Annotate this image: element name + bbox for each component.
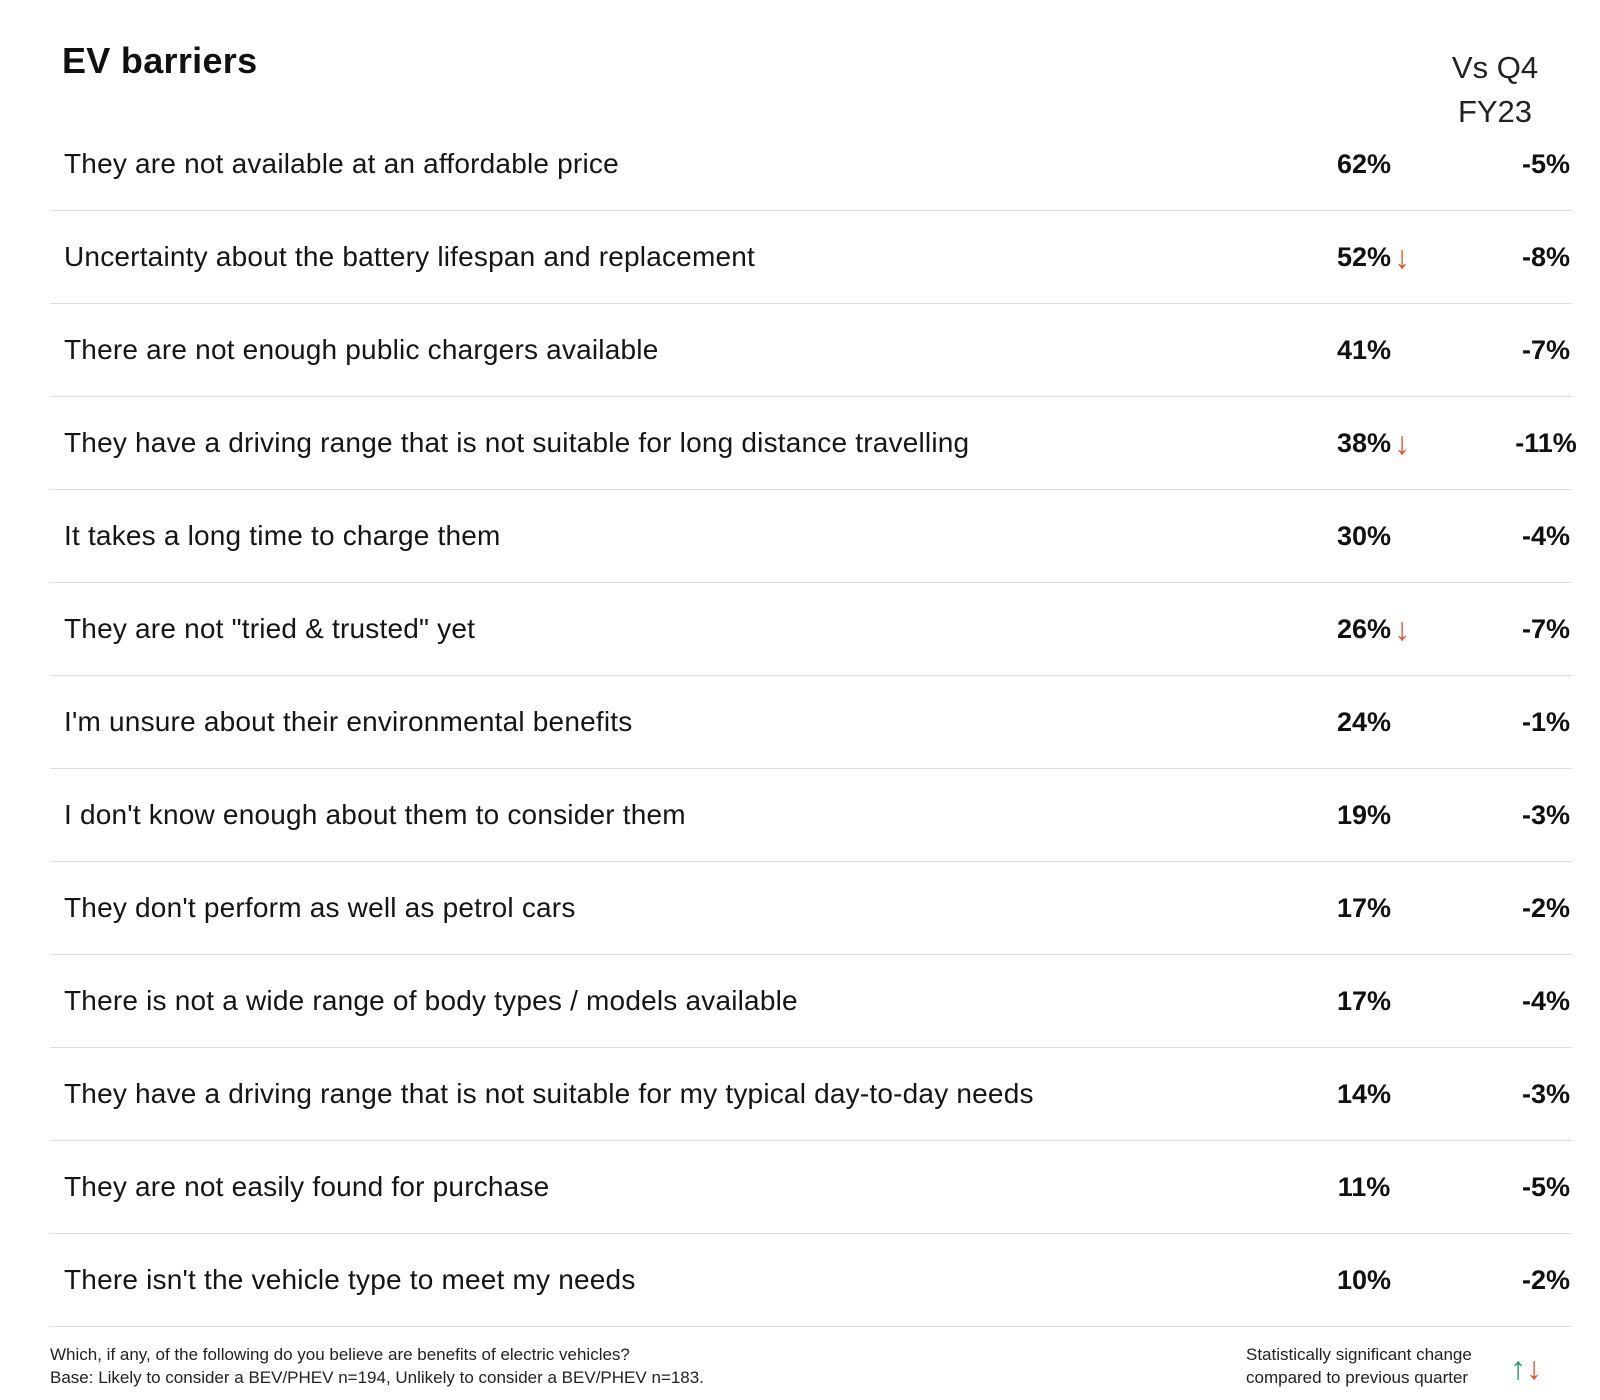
table-row: I'm unsure about their environmental ben… <box>50 676 1572 769</box>
row-label: They are not easily found for purchase <box>64 1171 550 1202</box>
row-label: It takes a long time to charge them <box>64 520 501 551</box>
row-label: There isn't the vehicle type to meet my … <box>64 1264 636 1295</box>
row-value: 24% <box>1336 707 1392 737</box>
table-row: They are not available at an affordable … <box>50 118 1572 211</box>
table-row: They have a driving range that is not su… <box>50 1048 1572 1141</box>
table-row: It takes a long time to charge them 30% -4… <box>50 490 1572 583</box>
chart-title: EV barriers <box>62 40 258 81</box>
footnote-base: Base: Likely to consider a BEV/PHEV n=19… <box>50 1368 704 1387</box>
row-value: 10% <box>1336 1265 1392 1295</box>
row-label: There are not enough public chargers ava… <box>64 334 659 365</box>
row-value: 19% <box>1336 800 1392 830</box>
row-label: They have a driving range that is not su… <box>64 1078 1034 1109</box>
legend-line2: compared to previous quarter <box>1246 1368 1469 1387</box>
row-label: They don't perform as well as petrol car… <box>64 892 576 923</box>
row-change: -5% <box>1521 1172 1570 1202</box>
arrow-up-icon: ↑ <box>1510 1350 1526 1386</box>
row-value: 26% <box>1336 614 1392 644</box>
table-row: They don't perform as well as petrol car… <box>50 862 1572 955</box>
row-value: 17% <box>1336 986 1392 1016</box>
table-row: They are not "tried & trusted" yet 26% ↓ -7… <box>50 583 1572 676</box>
arrow-down-icon: ↓ <box>1526 1350 1542 1386</box>
row-label: They have a driving range that is not su… <box>64 427 970 458</box>
row-label: I'm unsure about their environmental ben… <box>64 706 633 737</box>
row-value: 14% <box>1336 1079 1392 1109</box>
row-change: -2% <box>1521 1265 1570 1295</box>
table-row: There is not a wide range of body types … <box>50 955 1572 1048</box>
comparison-column-header: Vs Q4 FY23 <box>1420 46 1570 134</box>
row-change: -4% <box>1521 986 1570 1016</box>
row-change: -5% <box>1521 149 1570 179</box>
row-value: 41% <box>1336 335 1392 365</box>
row-change: -7% <box>1521 614 1570 644</box>
row-change: -2% <box>1521 893 1570 923</box>
comparison-header-line1: Vs Q4 <box>1451 50 1539 85</box>
table-row: There are not enough public chargers ava… <box>50 304 1572 397</box>
row-value: 30% <box>1336 521 1392 551</box>
row-label: There is not a wide range of body types … <box>64 985 798 1016</box>
comparison-header-line2: FY23 <box>1457 94 1533 129</box>
row-value: 52% <box>1336 242 1392 272</box>
row-change: -3% <box>1521 800 1570 830</box>
row-value: 17% <box>1336 893 1392 923</box>
significant-down-arrow-icon: ↓ <box>1394 611 1410 647</box>
footnote-question: Which, if any, of the following do you b… <box>50 1345 630 1364</box>
row-change: -1% <box>1521 707 1570 737</box>
row-value: 62% <box>1336 149 1392 179</box>
significant-down-arrow-icon: ↓ <box>1394 239 1410 275</box>
row-value: 11% <box>1337 1172 1391 1202</box>
row-label: They are not "tried & trusted" yet <box>64 613 476 644</box>
table-row: I don't know enough about them to consid… <box>50 769 1572 862</box>
barriers-table: They are not available at an affordable … <box>50 118 1577 1327</box>
significance-legend: Statistically significant change compare… <box>1246 1343 1472 1389</box>
table-row: There isn't the vehicle type to meet my … <box>50 1234 1572 1327</box>
table-row: Uncertainty about the battery lifespan a… <box>50 211 1572 304</box>
row-change: -11% <box>1515 428 1577 458</box>
row-label: Uncertainty about the battery lifespan a… <box>64 241 755 272</box>
legend-arrows: ↑↓ <box>1510 1350 1542 1386</box>
row-value: 38% <box>1336 428 1392 458</box>
row-change: -7% <box>1521 335 1570 365</box>
significant-down-arrow-icon: ↓ <box>1394 425 1410 461</box>
row-label: I don't know enough about them to consid… <box>64 799 686 830</box>
table-row: They have a driving range that is not su… <box>50 397 1577 490</box>
table-row: They are not easily found for purchase 11… <box>50 1141 1572 1234</box>
row-label: They are not available at an affordable … <box>64 148 619 179</box>
row-change: -3% <box>1521 1079 1570 1109</box>
footnote: Which, if any, of the following do you b… <box>50 1343 704 1389</box>
row-change: -4% <box>1521 521 1570 551</box>
row-change: -8% <box>1521 242 1570 272</box>
legend-line1: Statistically significant change <box>1246 1345 1472 1364</box>
